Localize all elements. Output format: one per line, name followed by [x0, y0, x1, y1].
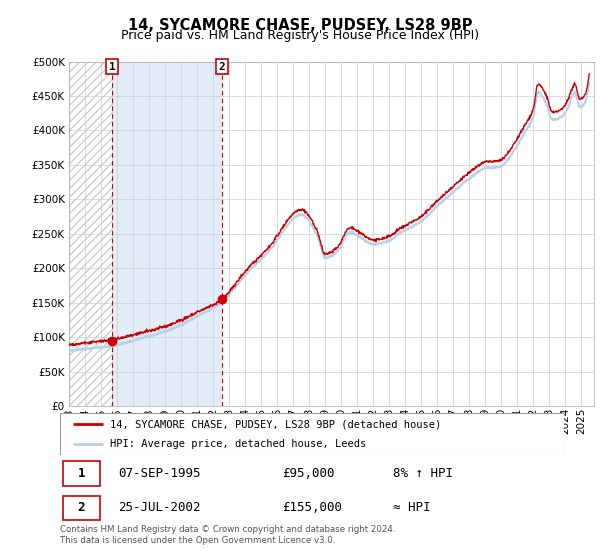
Text: 8% ↑ HPI: 8% ↑ HPI [392, 467, 452, 480]
Text: 1: 1 [109, 62, 115, 72]
Text: 14, SYCAMORE CHASE, PUDSEY, LS28 9BP (detached house): 14, SYCAMORE CHASE, PUDSEY, LS28 9BP (de… [110, 419, 442, 430]
FancyBboxPatch shape [60, 413, 564, 455]
FancyBboxPatch shape [62, 461, 100, 486]
Text: 25-JUL-2002: 25-JUL-2002 [118, 501, 200, 514]
Text: 07-SEP-1995: 07-SEP-1995 [118, 467, 200, 480]
Bar [112, 62, 222, 406]
Text: ≈ HPI: ≈ HPI [392, 501, 430, 514]
Text: 14, SYCAMORE CHASE, PUDSEY, LS28 9BP: 14, SYCAMORE CHASE, PUDSEY, LS28 9BP [128, 18, 472, 33]
Text: £95,000: £95,000 [282, 467, 334, 480]
Text: HPI: Average price, detached house, Leeds: HPI: Average price, detached house, Leed… [110, 439, 367, 449]
Text: 1: 1 [77, 467, 85, 480]
FancyBboxPatch shape [62, 496, 100, 520]
Text: 2: 2 [218, 62, 226, 72]
Text: 2: 2 [77, 501, 85, 514]
Bar [69, 62, 112, 406]
Text: Contains HM Land Registry data © Crown copyright and database right 2024.
This d: Contains HM Land Registry data © Crown c… [60, 525, 395, 545]
Text: £155,000: £155,000 [282, 501, 342, 514]
Text: Price paid vs. HM Land Registry's House Price Index (HPI): Price paid vs. HM Land Registry's House … [121, 29, 479, 42]
